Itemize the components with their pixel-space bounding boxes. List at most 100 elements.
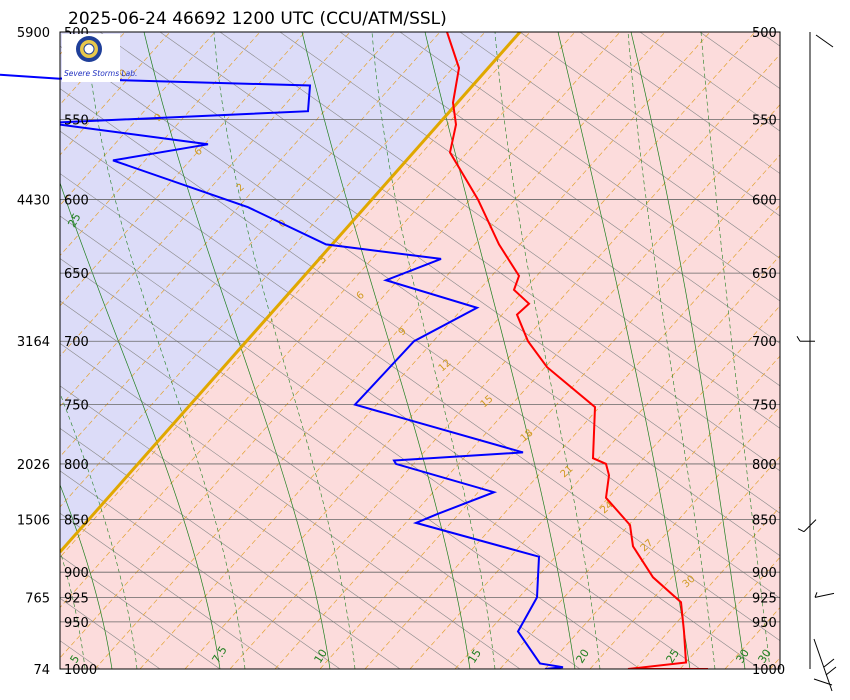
moist-adiabat: [424, 32, 576, 669]
moist-adiabat: [143, 32, 331, 669]
moist-adiabat-dashed: [627, 32, 716, 669]
wind-barb-icon: [814, 592, 835, 598]
moist-adiabat: [60, 483, 113, 669]
height-label: 4430: [17, 194, 50, 209]
pressure-label-left: 650: [64, 267, 89, 282]
pressure-label-right: 950: [752, 616, 777, 631]
pressure-label-left: 800: [64, 458, 89, 473]
dry-adiabat: [339, 32, 780, 344]
pressure-label-right: 500: [752, 26, 777, 41]
wind-barb-icon: [796, 335, 815, 342]
mixing-ratio-line: [454, 305, 780, 669]
x-tick-label: 30: [734, 647, 752, 666]
dry-adiabat: [60, 555, 221, 669]
dry-adiabat: [519, 32, 780, 217]
dry-adiabat: [60, 470, 341, 669]
moist-adiabat-dashed: [700, 32, 771, 669]
mixing-ratio-line: [60, 32, 306, 307]
x-tick-label: 15: [466, 647, 484, 666]
moist-adiabat-dashed: [213, 32, 356, 669]
pressure-label-right: 550: [752, 114, 777, 129]
height-label: 2026: [17, 458, 50, 473]
mixing-ratio-line: [139, 32, 711, 669]
height-labels: 5900 4430 3164 2026 1506 765 74: [17, 26, 50, 678]
dry-adiabat: [159, 32, 780, 472]
pressure-label-left: 925: [64, 591, 89, 606]
pressure-label-right: 750: [752, 399, 777, 414]
mixing-ratio-line: [60, 32, 621, 659]
wind-barb-icon: [813, 638, 837, 692]
chart-title: 2025-06-24 46692 1200 UTC (CCU/ATM/SSL): [68, 9, 447, 29]
dry-adiabat: [459, 32, 780, 259]
logo-seal-core: [83, 43, 95, 55]
x-tick-label: 25: [664, 647, 682, 666]
dry-adiabat: [60, 45, 780, 557]
dry-adiabat: [60, 215, 701, 669]
height-label: 3164: [17, 335, 50, 350]
dry-adiabat: [60, 385, 461, 669]
moist-adiabat-dashed: [60, 549, 86, 669]
mixing-ratio-line: [60, 32, 351, 357]
mixing-ratio-line: [229, 53, 780, 669]
moist-adiabat: [630, 32, 746, 669]
mixing-ratio-lines: [0, 32, 780, 669]
pressure-label-left: 950: [64, 616, 89, 631]
mixing-ratio-line: [60, 32, 171, 156]
pressure-label-right: 650: [752, 267, 777, 282]
temperature-profile: [446, 32, 708, 669]
height-label: 765: [25, 591, 50, 606]
mixing-ratio-line: [60, 32, 441, 458]
dry-adiabat: [60, 427, 401, 669]
mixing-ratio-line: [94, 32, 666, 669]
x-tick-label: 20: [574, 647, 592, 666]
moist-adiabat-dashed: [60, 392, 138, 669]
height-label: 74: [33, 663, 50, 678]
mixing-ratio-line: [409, 254, 780, 669]
mixing-ratio-line: [60, 32, 216, 206]
pressure-label-left: 750: [64, 399, 89, 414]
moist-adiabat: [60, 181, 221, 669]
mixing-ratio-line: [60, 32, 576, 609]
pressure-labels-right: 500 550 600 650 700 750 800 850 900 925 950 1000: [752, 26, 785, 678]
height-label: 5900: [17, 26, 50, 41]
dewpoint-profile: [60, 77, 564, 669]
logo: Severe Storms Lab.: [62, 34, 137, 82]
moist-adiabat-dashed: [371, 32, 496, 669]
x-tick-label: 10: [312, 647, 330, 666]
pressure-label-right: 700: [752, 335, 777, 350]
logo-text: Severe Storms Lab.: [64, 69, 137, 78]
dry-adiabat: [60, 258, 641, 669]
mixing-ratio-line: [60, 32, 531, 558]
dry-adiabats: [60, 32, 780, 669]
moist-adiabat: [557, 32, 691, 669]
height-label: 1506: [17, 514, 50, 529]
pressure-label-left: 600: [64, 194, 89, 209]
x-tick-label: 30: [756, 647, 774, 666]
mixing-ratio-line: [364, 204, 780, 669]
dry-adiabat: [279, 32, 780, 387]
dry-adiabat: [399, 32, 780, 302]
pressure-label-right: 600: [752, 194, 777, 209]
mixing-ratio-line: [0, 32, 35, 669]
pressure-label-right: 800: [752, 458, 777, 473]
wind-barb-icon: [797, 519, 817, 533]
dry-adiabat: [219, 32, 780, 429]
pressure-label-left: 550: [64, 114, 89, 129]
pressure-label-left: 850: [64, 514, 89, 529]
mixing-ratio-line: [184, 32, 756, 669]
mixing-ratio-line: [319, 154, 780, 669]
wind-barbs: [796, 34, 837, 692]
pressure-label-right: 925: [752, 591, 777, 606]
pressure-label-right: 900: [752, 566, 777, 581]
mixing-ratio-line: [60, 32, 486, 508]
dry-adiabat: [60, 343, 521, 669]
moist-adiabat-label: 25: [65, 211, 83, 230]
dry-adiabat: [579, 32, 780, 174]
freezing-line: [60, 32, 522, 553]
moist-adiabat-dashed: [85, 32, 246, 669]
pressure-label-left: 900: [64, 566, 89, 581]
pressure-label-left: 700: [64, 335, 89, 350]
moist-adiabat: [60, 666, 61, 669]
moist-adiabat-dashed: [494, 32, 601, 669]
